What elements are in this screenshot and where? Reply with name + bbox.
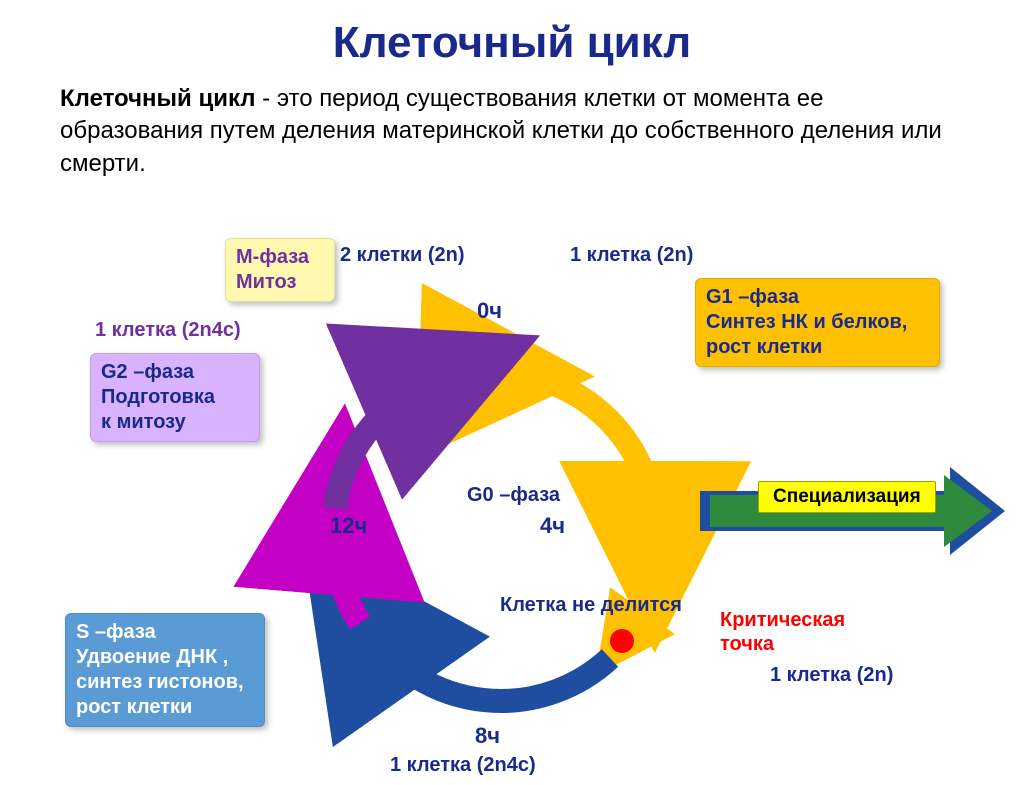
no-divide-label: Клетка не делится [500, 593, 682, 617]
m-phase-box: М-фаза Митоз [225, 238, 335, 302]
g1-l1: G1 –фаза [706, 285, 929, 310]
time-8h: 8ч [475, 723, 500, 749]
critical-point-label: Критическая точка [720, 608, 845, 656]
top-right-cells: 1 клетка (2n) [570, 243, 693, 267]
g1-phase-box: G1 –фаза Синтез НК и белков, рост клетки [695, 278, 940, 367]
critical-point-dot [610, 629, 634, 653]
m-phase-l2: Митоз [236, 270, 324, 295]
s-l1: S –фаза [76, 620, 254, 645]
time-0h: 0ч [477, 298, 502, 324]
bottom-cells: 1 клетка (2n4c) [390, 753, 536, 777]
critical-l2: точка [720, 632, 845, 656]
s-l2: Удвоение ДНК , [76, 645, 254, 670]
right-cells-2: 1 клетка (2n) [770, 663, 893, 687]
top-left-cells: 2 клетки (2n) [340, 243, 465, 267]
g1-l2: Синтез НК и белков, [706, 310, 929, 335]
s-phase-box: S –фаза Удвоение ДНК , синтез гистонов, … [65, 613, 265, 727]
g2-l1: G2 –фаза [101, 360, 249, 385]
specialization-banner: Специализация [758, 481, 936, 513]
g2-l2: Подготовка [101, 385, 249, 410]
g0-label: G0 –фаза [467, 483, 560, 507]
g2-phase-box: G2 –фаза Подготовка к митозу [90, 353, 260, 442]
critical-l1: Критическая [720, 608, 845, 632]
definition-term: Клеточный цикл [60, 85, 256, 112]
cell-cycle-diagram: 0ч 4ч 8ч 12ч 2 клетки (2n) 1 клетка (2n)… [0, 223, 1024, 783]
time-4h: 4ч [540, 513, 565, 539]
page-title: Клеточный цикл [0, 18, 1024, 68]
definition: Клеточный цикл - это период существовани… [60, 83, 964, 180]
g1-l3: рост клетки [706, 335, 929, 360]
left-cells-1: 1 клетка (2n4c) [95, 318, 241, 342]
g2-l3: к митозу [101, 410, 249, 435]
s-l3: синтез гистонов, [76, 670, 254, 695]
s-l4: рост клетки [76, 695, 254, 720]
time-12h: 12ч [330, 513, 367, 539]
m-phase-l1: М-фаза [236, 245, 324, 270]
